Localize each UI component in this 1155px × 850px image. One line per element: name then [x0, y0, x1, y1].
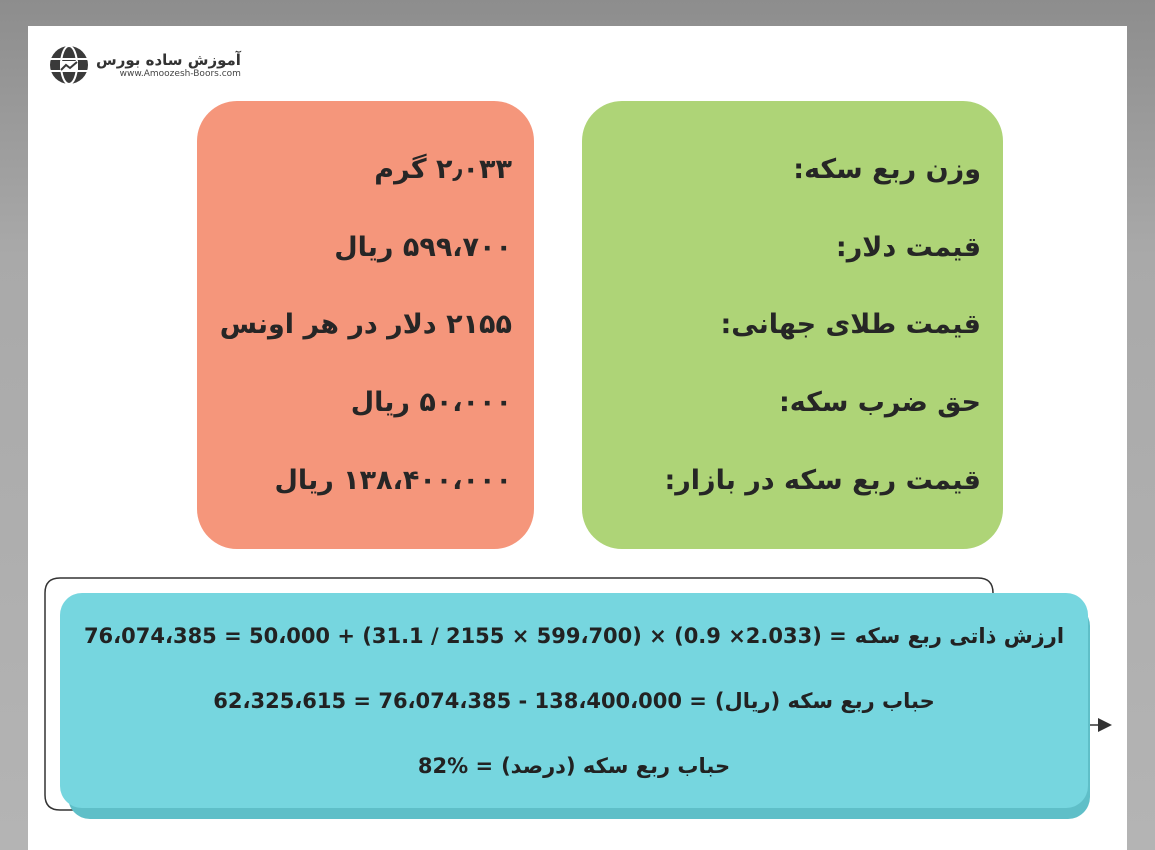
label-dollar-price: قیمت دلار: — [835, 231, 981, 263]
logo: آموزش ساده بورس www.Amoozesh-Boors.com — [48, 44, 241, 86]
labels-box: وزن ربع سکه: قیمت دلار: قیمت طلای جهانی:… — [582, 101, 1003, 549]
label-minting-fee: حق ضرب سکه: — [778, 387, 981, 419]
formula-expr: 62،325،615 = 76،074،385 - 138،400،000 = — [213, 688, 707, 713]
formula-bubble-percent: 82% = حباب ربع سکه (درصد) — [418, 754, 730, 778]
label-gold-price: قیمت طلای جهانی: — [720, 309, 981, 341]
value-gold-price: ۲۱۵۵ دلار در هر اونس — [219, 309, 512, 341]
value-market-price: ۱۳۸،۴۰۰،۰۰۰ ریال — [274, 464, 513, 496]
formula-intrinsic-value: 76،074،385 = 50،000 + (31.1 / 2155 × 599… — [84, 624, 1064, 648]
value-coin-weight: ۲٫۰۳۳ گرم — [374, 154, 512, 186]
formula-label: حباب ربع سکه (ریال) — [714, 688, 935, 713]
value-dollar-price: ۵۹۹،۷۰۰ ریال — [334, 231, 512, 263]
formula-box: 76،074،385 = 50،000 + (31.1 / 2155 × 599… — [60, 593, 1088, 808]
globe-chart-icon — [50, 45, 88, 85]
formula-expr: 82% = — [417, 753, 494, 778]
formula-bubble-rial: 62،325،615 = 76،074،385 - 138،400،000 = … — [213, 689, 934, 713]
label-market-price: قیمت ربع سکه در بازار: — [664, 464, 981, 496]
formula-label: حباب ربع سکه (درصد) — [501, 753, 731, 778]
values-box: ۲٫۰۳۳ گرم ۵۹۹،۷۰۰ ریال ۲۱۵۵ دلار در هر ا… — [197, 101, 534, 549]
arrow-head-icon — [1098, 718, 1112, 732]
value-minting-fee: ۵۰،۰۰۰ ریال — [350, 387, 512, 419]
label-coin-weight: وزن ربع سکه: — [793, 154, 981, 186]
logo-url: www.Amoozesh-Boors.com — [119, 69, 241, 79]
formula-label: ارزش ذاتی ربع سکه — [854, 623, 1065, 648]
logo-name: آموزش ساده بورس — [96, 51, 241, 69]
formula-expr: 76،074،385 = 50،000 + (31.1 / 2155 × 599… — [83, 623, 847, 648]
